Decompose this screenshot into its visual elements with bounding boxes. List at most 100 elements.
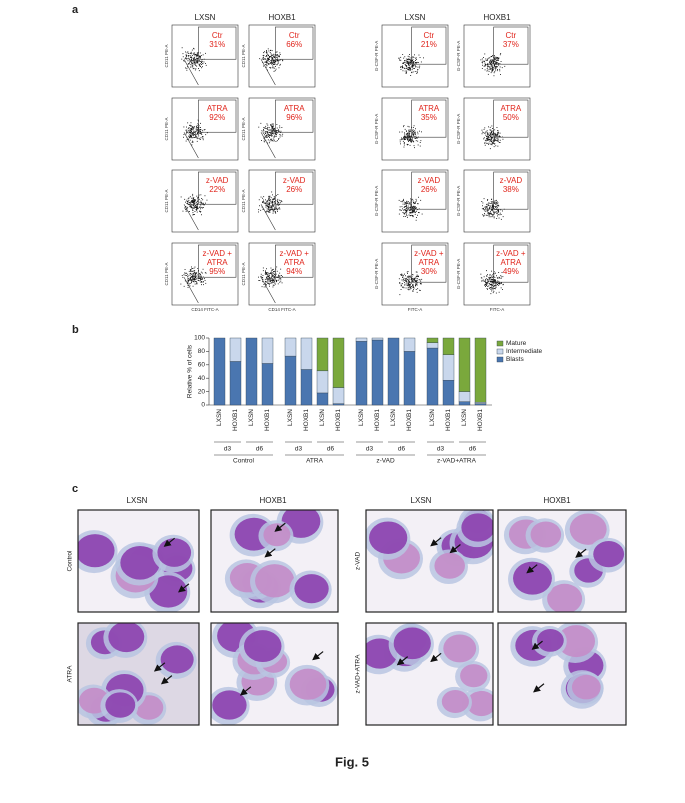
event-dot bbox=[489, 148, 491, 150]
event-dot bbox=[417, 209, 419, 211]
event-dot bbox=[407, 138, 409, 140]
event-dot bbox=[273, 198, 275, 200]
event-dot bbox=[261, 58, 263, 60]
event-dot bbox=[190, 207, 192, 209]
event-dot bbox=[270, 209, 271, 211]
event-dot bbox=[273, 205, 275, 207]
event-dot bbox=[408, 69, 410, 71]
event-dot bbox=[193, 127, 195, 129]
micrograph bbox=[210, 622, 339, 726]
event-dot bbox=[182, 210, 184, 212]
event-dot bbox=[185, 210, 187, 212]
event-dot bbox=[403, 287, 405, 289]
event-dot bbox=[492, 67, 494, 69]
event-dot bbox=[200, 211, 201, 213]
event-dot bbox=[420, 140, 422, 142]
bar-segment bbox=[426, 337, 439, 343]
event-dot bbox=[189, 205, 191, 207]
event-dot bbox=[499, 283, 501, 285]
event-dot bbox=[416, 282, 418, 284]
event-dot bbox=[186, 275, 188, 276]
event-dot bbox=[278, 202, 279, 203]
event-dot bbox=[486, 270, 487, 272]
event-dot bbox=[418, 208, 420, 210]
event-dot bbox=[498, 64, 500, 66]
event-dot bbox=[191, 271, 193, 272]
event-dot bbox=[492, 282, 494, 283]
event-dot bbox=[486, 130, 488, 132]
event-dot bbox=[415, 57, 417, 59]
bar-segment bbox=[300, 337, 313, 370]
event-dot bbox=[181, 47, 183, 49]
event-dot bbox=[494, 143, 496, 145]
event-dot bbox=[191, 200, 193, 202]
event-dot bbox=[274, 131, 276, 132]
event-dot bbox=[492, 63, 494, 64]
bar-segment bbox=[261, 363, 274, 406]
quadrant-line bbox=[260, 204, 276, 231]
nucleus bbox=[108, 623, 145, 653]
event-dot bbox=[488, 57, 490, 59]
nucleus bbox=[294, 574, 329, 604]
event-dot bbox=[267, 282, 269, 284]
event-dot bbox=[195, 132, 197, 134]
gate-label: Ctr bbox=[424, 31, 435, 40]
event-dot bbox=[492, 55, 494, 56]
event-dot bbox=[265, 64, 266, 66]
event-dot bbox=[189, 202, 191, 204]
event-dot bbox=[409, 138, 411, 140]
event-dot bbox=[407, 132, 408, 134]
event-dot bbox=[496, 277, 498, 279]
event-dot bbox=[408, 137, 409, 139]
event-dot bbox=[271, 63, 273, 65]
event-dot bbox=[406, 130, 407, 132]
event-dot bbox=[408, 280, 410, 282]
plot-frame bbox=[171, 242, 239, 306]
event-dot bbox=[187, 285, 189, 286]
event-dot bbox=[266, 200, 268, 202]
event-dot bbox=[194, 276, 196, 278]
event-dot bbox=[494, 133, 496, 135]
event-dot bbox=[412, 215, 414, 216]
event-dot bbox=[191, 273, 193, 275]
event-dot bbox=[409, 136, 411, 138]
event-dot bbox=[498, 276, 500, 278]
event-dot bbox=[495, 59, 497, 61]
event-dot bbox=[191, 55, 193, 56]
event-dot bbox=[266, 55, 267, 56]
event-dot bbox=[200, 133, 201, 135]
gate-label: z-VAD + bbox=[279, 249, 309, 258]
event-dot bbox=[273, 64, 274, 65]
event-dot bbox=[270, 138, 272, 140]
event-dot bbox=[194, 203, 195, 205]
event-dot bbox=[267, 210, 269, 212]
arrow bbox=[163, 537, 175, 547]
event-dot bbox=[489, 67, 491, 69]
event-dot bbox=[190, 125, 192, 126]
event-dot bbox=[200, 282, 202, 283]
event-dot bbox=[189, 205, 191, 207]
event-dot bbox=[267, 127, 268, 129]
event-dot bbox=[271, 280, 273, 281]
event-dot bbox=[412, 56, 414, 58]
bar-segment bbox=[355, 337, 368, 342]
event-dot bbox=[265, 273, 267, 275]
event-dot bbox=[403, 200, 404, 201]
event-dot bbox=[262, 131, 264, 133]
event-dot bbox=[200, 279, 201, 281]
event-dot bbox=[404, 62, 406, 63]
event-dot bbox=[272, 131, 273, 133]
event-dot bbox=[411, 140, 413, 142]
event-dot bbox=[190, 125, 192, 127]
event-dot bbox=[277, 283, 279, 285]
event-dot bbox=[415, 208, 417, 209]
event-dot bbox=[412, 207, 414, 208]
event-dot bbox=[188, 138, 189, 140]
event-dot bbox=[273, 198, 275, 199]
event-dot bbox=[282, 59, 284, 61]
event-dot bbox=[403, 137, 405, 139]
event-dot bbox=[403, 146, 405, 148]
event-dot bbox=[491, 209, 493, 211]
event-dot bbox=[271, 62, 273, 64]
event-dot bbox=[497, 138, 499, 140]
